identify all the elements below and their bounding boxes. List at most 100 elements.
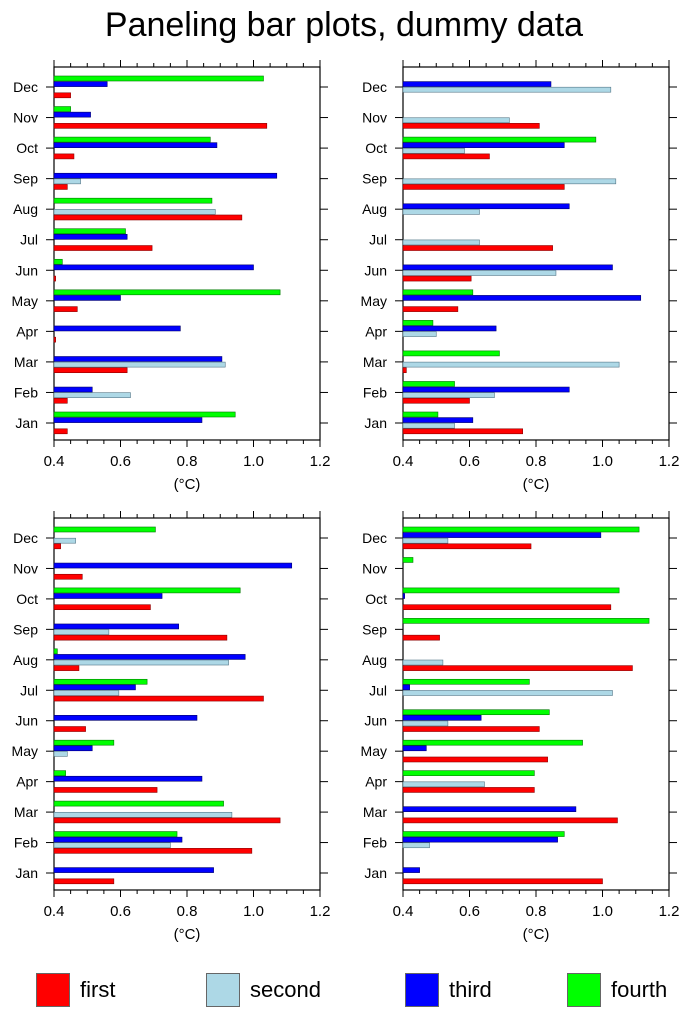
bar-first — [402, 726, 540, 732]
bar-fourth — [402, 289, 474, 296]
bar-first — [53, 245, 153, 251]
bar-second — [402, 392, 495, 398]
bar-third — [402, 745, 427, 752]
bar-fourth — [53, 106, 71, 112]
y-tick-label: Apr — [365, 774, 387, 790]
bar-second — [402, 331, 437, 337]
bar-third — [53, 745, 93, 752]
bar-third — [53, 81, 108, 87]
panel-frame — [53, 66, 321, 441]
bar-second — [402, 239, 480, 246]
bar-first — [53, 428, 68, 435]
bar-fourth — [53, 136, 211, 143]
bar-third — [402, 417, 474, 423]
bar-third — [402, 715, 482, 721]
y-tick-label: Jan — [15, 865, 38, 881]
bar-second — [53, 751, 68, 757]
bar-fourth — [53, 258, 63, 265]
bar-first — [402, 184, 565, 190]
y-tick-label: Jun — [364, 713, 387, 729]
bar-third — [53, 295, 121, 301]
y-tick-label: Dec — [13, 79, 38, 95]
bar-fourth — [53, 411, 236, 418]
bar-third — [53, 684, 136, 691]
bar-third — [402, 81, 552, 87]
bar-second — [53, 361, 226, 368]
bar-third — [53, 775, 203, 782]
y-tick-label: Apr — [16, 323, 38, 339]
bar-fourth — [53, 75, 264, 82]
bar-third — [53, 715, 198, 721]
bar-second — [402, 720, 449, 727]
y-tick-label: Apr — [16, 774, 38, 790]
bar-third — [402, 203, 570, 210]
y-tick-label: Feb — [14, 835, 38, 851]
bar-first — [53, 848, 253, 854]
bar-fourth — [53, 739, 115, 746]
bar-second — [53, 178, 81, 185]
bar-fourth — [402, 136, 597, 143]
y-tick-label: Jun — [364, 262, 387, 278]
bar-first — [402, 634, 440, 641]
y-tick-label: Jan — [364, 865, 387, 881]
bar-first — [53, 123, 268, 129]
x-tick-label: 1.2 — [659, 903, 680, 920]
x-tick-label: 0.8 — [526, 453, 547, 470]
x-tick-label: 1.2 — [310, 903, 331, 920]
bar-first — [402, 787, 535, 793]
legend-swatch-third — [405, 973, 439, 1007]
bar-fourth — [53, 587, 241, 594]
y-tick-label: Nov — [13, 560, 38, 576]
bar-third — [53, 654, 246, 660]
y-tick-label: Jan — [15, 415, 38, 431]
bar-first — [53, 665, 80, 671]
y-tick-label: Jul — [20, 682, 38, 698]
x-axis-label: (°C) — [174, 476, 201, 493]
bar-third — [402, 325, 497, 332]
y-tick-label: May — [361, 293, 387, 309]
bar-third — [53, 325, 181, 332]
y-tick-label: Mar — [14, 354, 38, 370]
bar-second — [402, 209, 480, 215]
y-tick-label: Sep — [362, 621, 387, 637]
bar-fourth — [402, 557, 414, 563]
bar-third — [53, 867, 214, 873]
bar-fourth — [402, 320, 434, 326]
bar-fourth — [53, 648, 58, 655]
bar-second — [402, 270, 557, 276]
bar-second — [53, 392, 131, 398]
bar-third — [53, 111, 91, 118]
bar-third — [402, 386, 570, 393]
bar-fourth — [402, 618, 650, 624]
x-tick-label: 0.8 — [526, 903, 547, 920]
bar-first — [402, 123, 540, 129]
bar-first — [53, 214, 243, 221]
legend-swatch-second — [206, 973, 240, 1007]
bar-fourth — [402, 678, 530, 685]
bar-third — [53, 264, 254, 271]
bar-fourth — [402, 411, 439, 418]
x-tick-label: 0.4 — [44, 453, 65, 470]
bar-fourth — [53, 228, 126, 235]
bar-fourth — [53, 289, 281, 296]
bar-first — [53, 817, 281, 824]
bar-second — [402, 842, 430, 849]
bar-third — [53, 356, 223, 362]
y-tick-label: Apr — [365, 323, 387, 339]
bar-first — [402, 428, 523, 435]
bar-second — [402, 86, 612, 93]
bar-third — [53, 234, 128, 240]
x-tick-label: 0.6 — [459, 903, 480, 920]
bar-third — [402, 142, 565, 148]
bar-first — [402, 604, 612, 611]
x-tick-label: 1.2 — [310, 453, 331, 470]
x-tick-label: 0.4 — [393, 453, 414, 470]
y-tick-label: Aug — [362, 201, 387, 217]
y-tick-label: Mar — [363, 354, 387, 370]
bar-third — [402, 867, 420, 873]
x-tick-label: 0.6 — [459, 453, 480, 470]
bar-first — [53, 695, 264, 702]
bar-fourth — [402, 587, 620, 594]
bar-fourth — [402, 739, 583, 746]
x-tick-label: 0.8 — [177, 903, 198, 920]
